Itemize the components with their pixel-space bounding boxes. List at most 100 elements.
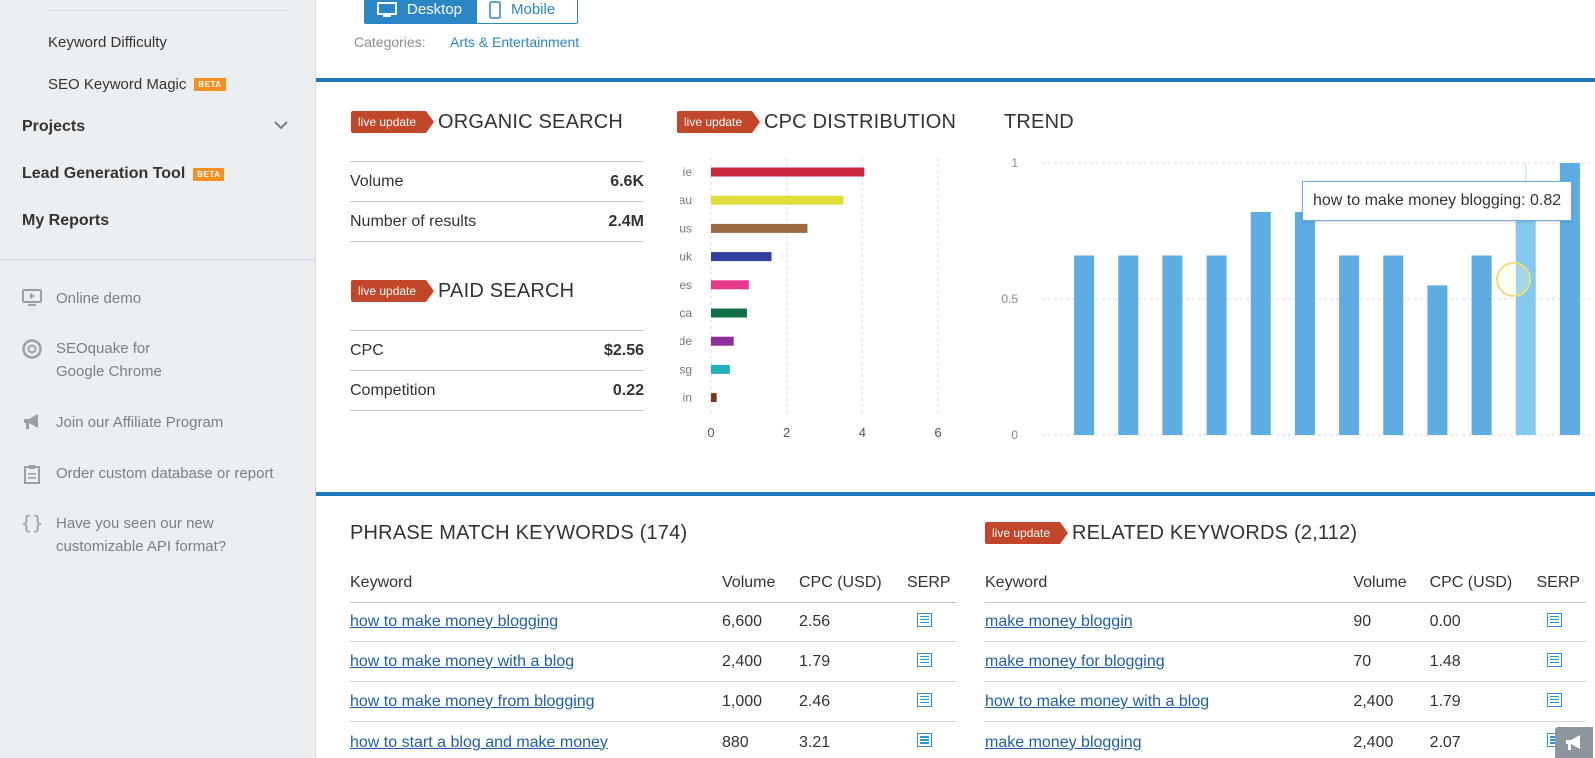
volume-cell: 6,600: [722, 613, 763, 630]
x-tick-label: 6: [934, 425, 941, 440]
volume-cell: 1,000: [722, 693, 763, 710]
metric-label: Competition: [350, 381, 436, 399]
beta-badge: BETA: [194, 78, 226, 91]
sidebar-item-projects[interactable]: Projects: [22, 118, 85, 136]
serp-icon[interactable]: [1546, 692, 1562, 707]
keyword-link[interactable]: make money for blogging: [985, 653, 1165, 670]
trend-title: TREND: [1004, 111, 1074, 133]
serp-icon[interactable]: [917, 692, 932, 707]
trend-bar: [1559, 163, 1580, 435]
section-rule: [316, 492, 1595, 496]
y-tick-label: ie: [683, 165, 693, 179]
sidebar-link-seoquake[interactable]: SEOquake for Google Chrome: [22, 337, 162, 383]
volume-cell: 90: [1353, 613, 1372, 630]
keyword-link[interactable]: make money blogging: [985, 733, 1142, 751]
cpc-bar: [711, 252, 772, 262]
metric-label: Number of results: [350, 212, 477, 230]
keyword-link[interactable]: how to make money from blogging: [350, 693, 595, 710]
trend-bar: [1427, 285, 1448, 435]
monitor-icon: [22, 287, 42, 310]
sidebar-item-lead-generation-tool[interactable]: Lead Generation Tool BETA: [22, 165, 225, 183]
phrase-match-title: PHRASE MATCH KEYWORDS (174): [350, 522, 688, 544]
mobile-button[interactable]: Mobile: [477, 0, 577, 23]
table-row: make money blogging 2,400 2.07: [985, 723, 1586, 758]
sidebar-link-label: Join our Affiliate Program: [56, 414, 224, 431]
cpc-bar: [711, 195, 844, 205]
table-row: how to make money blogging 6,600 2.56: [350, 603, 957, 642]
table-row: make money bloggin 90 0.00: [985, 603, 1586, 642]
trend-bar: [1250, 211, 1271, 435]
cpc-bar: [711, 167, 865, 177]
volume-cell: 880: [722, 733, 749, 751]
sidebar-divider: [48, 10, 288, 11]
cursor-highlight: [1496, 262, 1531, 297]
section-rule: [316, 78, 1595, 82]
cpc-bar: [711, 364, 730, 374]
cpc-cell: 1.79: [799, 653, 831, 670]
desktop-button[interactable]: Desktop: [365, 0, 477, 23]
serp-icon[interactable]: [1546, 652, 1562, 667]
y-tick-label: in: [683, 391, 692, 405]
serp-icon[interactable]: [1546, 612, 1562, 627]
sidebar-item-label: Lead Generation Tool: [22, 165, 186, 182]
cpc-cell: 1.48: [1429, 653, 1461, 670]
metric-value: 2.4M: [608, 212, 644, 230]
sidebar-item-keyword-difficulty[interactable]: Keyword Difficulty: [48, 34, 167, 51]
serp-icon[interactable]: [917, 652, 932, 667]
sidebar-link-custom-database[interactable]: Order custom database or report: [22, 462, 274, 485]
cpc-cell: 2.07: [1429, 733, 1461, 751]
keyword-link[interactable]: make money bloggin: [985, 613, 1133, 630]
x-tick-label: 4: [859, 425, 866, 440]
metric-value: $2.56: [603, 341, 644, 359]
feedback-button[interactable]: [1555, 727, 1593, 758]
col-volume: Volume: [722, 573, 776, 591]
paid-search-title: PAID SEARCH: [438, 280, 575, 302]
clipboard-icon: [22, 462, 42, 485]
keyword-link[interactable]: how to make money blogging: [350, 613, 559, 630]
braces-icon: {}: [20, 512, 44, 534]
trend-bar: [1515, 211, 1536, 435]
trend-bar: [1294, 211, 1315, 435]
y-tick-label: au: [680, 193, 692, 207]
y-tick-label: 0: [1011, 428, 1018, 442]
categories-value-link[interactable]: Arts & Entertainment: [450, 34, 580, 50]
megaphone-icon: [22, 411, 42, 434]
cpc-bar: [711, 393, 717, 403]
col-serp: SERP: [1536, 573, 1581, 591]
cpc-bar: [711, 308, 747, 318]
mobile-icon: [489, 0, 501, 19]
sidebar-link-online-demo[interactable]: Online demo: [22, 287, 141, 310]
x-tick-label: 0: [707, 425, 714, 440]
serp-icon[interactable]: [917, 733, 932, 747]
sidebar-link-api-format[interactable]: {} Have you seen our new customizable AP…: [20, 512, 227, 558]
beta-badge: BETA: [193, 167, 225, 181]
sidebar-item-my-reports[interactable]: My Reports: [22, 212, 109, 230]
col-serp: SERP: [907, 573, 951, 591]
chart-tooltip: how to make money blogging: 0.82: [1302, 181, 1573, 221]
desktop-label: Desktop: [407, 1, 463, 18]
sidebar-item-label: My Reports: [22, 212, 110, 229]
keyword-link[interactable]: how to make money with a blog: [350, 653, 575, 670]
keyword-link[interactable]: how to start a blog and make money: [350, 733, 608, 751]
serp-icon[interactable]: [917, 612, 932, 627]
sidebar-item-label: Projects: [22, 118, 86, 135]
keyword-link[interactable]: how to make money with a blog: [985, 693, 1210, 710]
metric-label: CPC: [350, 341, 384, 359]
volume-cell: 2,400: [722, 653, 763, 670]
sidebar-link-label-line2: Google Chrome: [56, 363, 162, 380]
metric-value: 6.6K: [610, 172, 644, 190]
chevron-down-icon[interactable]: [272, 118, 290, 132]
cpc-distribution-chart: 0 2 4 6 ie au us uk es ca de sg in: [680, 158, 942, 440]
cpc-cell: 3.21: [799, 733, 831, 751]
desktop-icon: [377, 1, 397, 17]
volume-cell: 70: [1353, 653, 1372, 670]
sidebar-link-affiliate[interactable]: Join our Affiliate Program: [22, 411, 223, 434]
volume-cell: 2,400: [1353, 733, 1394, 751]
trend-bar: [1118, 255, 1139, 435]
cpc-cell: 1.79: [1429, 693, 1461, 710]
table-header: Keyword Volume CPC (USD) SERP: [350, 563, 957, 603]
sidebar-item-label: SEO Keyword Magic: [48, 76, 187, 93]
metric-value: 0.22: [612, 381, 644, 399]
sidebar-item-seo-keyword-magic[interactable]: SEO Keyword Magic BETA: [48, 76, 226, 93]
